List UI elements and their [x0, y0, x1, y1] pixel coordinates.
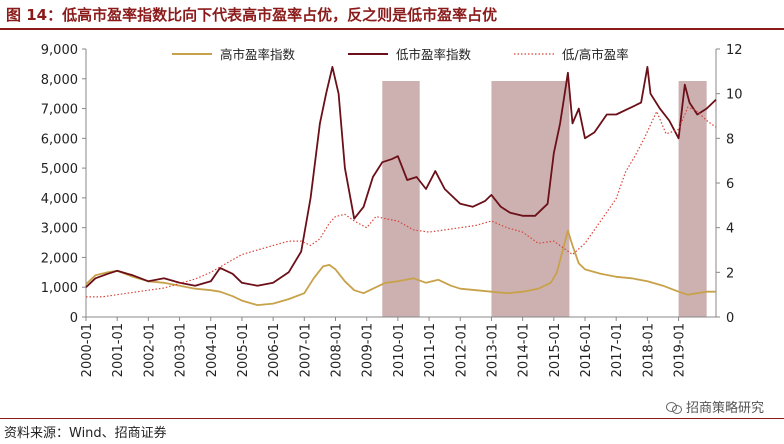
x-tick-label: 2012-01 — [454, 323, 469, 377]
right-tick-label: 2 — [726, 266, 734, 281]
x-tick-label: 2003-01 — [174, 323, 189, 377]
x-tick-label: 2005-01 — [236, 323, 251, 377]
chart: 0 1,000 2,000 3,000 4,000 5,000 6,000 7,000 8,00… — [41, 43, 743, 377]
left-tick-label: 7,000 — [41, 103, 78, 118]
watermark: 招商策略研究 — [665, 397, 764, 416]
x-tick-label: 2011-01 — [423, 323, 438, 377]
right-tick-label: 10 — [726, 88, 743, 103]
x-tick-label: 2007-01 — [298, 323, 313, 377]
x-tick-label: 2018-01 — [641, 323, 656, 377]
right-tick-label: 8 — [726, 132, 734, 147]
left-tick-label: 6,000 — [41, 132, 78, 147]
left-tick-label: 4,000 — [41, 192, 78, 207]
right-tick-label: 12 — [726, 43, 743, 58]
x-tick-label: 2009-01 — [361, 323, 376, 377]
x-tick-label: 2008-01 — [330, 323, 345, 377]
series-line-2 — [86, 106, 717, 298]
x-tick-label: 2017-01 — [610, 323, 625, 377]
x-tick-label: 2001-01 — [111, 323, 126, 377]
left-tick-label: 5,000 — [41, 162, 78, 177]
x-tick-label: 2002-01 — [142, 323, 157, 377]
legend-label-1: 低市盈率指数 — [396, 47, 472, 62]
x-tick-label: 2015-01 — [548, 323, 563, 377]
x-tick-label: 2014-01 — [517, 323, 532, 377]
x-tick-label: 2006-01 — [267, 323, 282, 377]
x-tick-label: 2010-01 — [392, 323, 407, 377]
x-tick-label: 2016-01 — [579, 323, 594, 377]
right-tick-label: 6 — [726, 177, 734, 192]
shaded-period-1 — [491, 81, 570, 317]
series-line-1 — [85, 66, 717, 288]
right-tick-label: 4 — [726, 222, 734, 237]
right-tick-label: 0 — [726, 311, 734, 326]
figure-title: 图 14：低高市盈率指数比向下代表高市盈率占优，反之则是低市盈率占优 — [6, 6, 498, 24]
source-note: 资料来源：Wind、招商证券 — [4, 426, 167, 441]
watermark-text: 招商策略研究 — [685, 401, 764, 416]
wechat-icon — [665, 401, 682, 414]
left-tick-label: 2,000 — [41, 251, 78, 266]
left-tick-label: 8,000 — [41, 73, 78, 88]
title-rule — [0, 28, 784, 30]
legend-label-0: 高市盈率指数 — [220, 47, 296, 62]
left-tick-label: 1,000 — [41, 281, 78, 296]
x-tick-label: 2013-01 — [485, 323, 500, 377]
x-tick-label: 2000-01 — [80, 323, 95, 377]
x-tick-label: 2019-01 — [673, 323, 688, 377]
legend-label-2: 低/高市盈率 — [562, 47, 629, 62]
left-tick-label: 0 — [70, 311, 78, 326]
left-tick-label: 3,000 — [41, 222, 78, 237]
footer-rule — [0, 418, 784, 419]
series-line-0 — [85, 229, 716, 307]
left-tick-label: 9,000 — [41, 43, 78, 58]
shaded-period-2 — [678, 81, 707, 317]
x-tick-label: 2004-01 — [205, 323, 220, 377]
